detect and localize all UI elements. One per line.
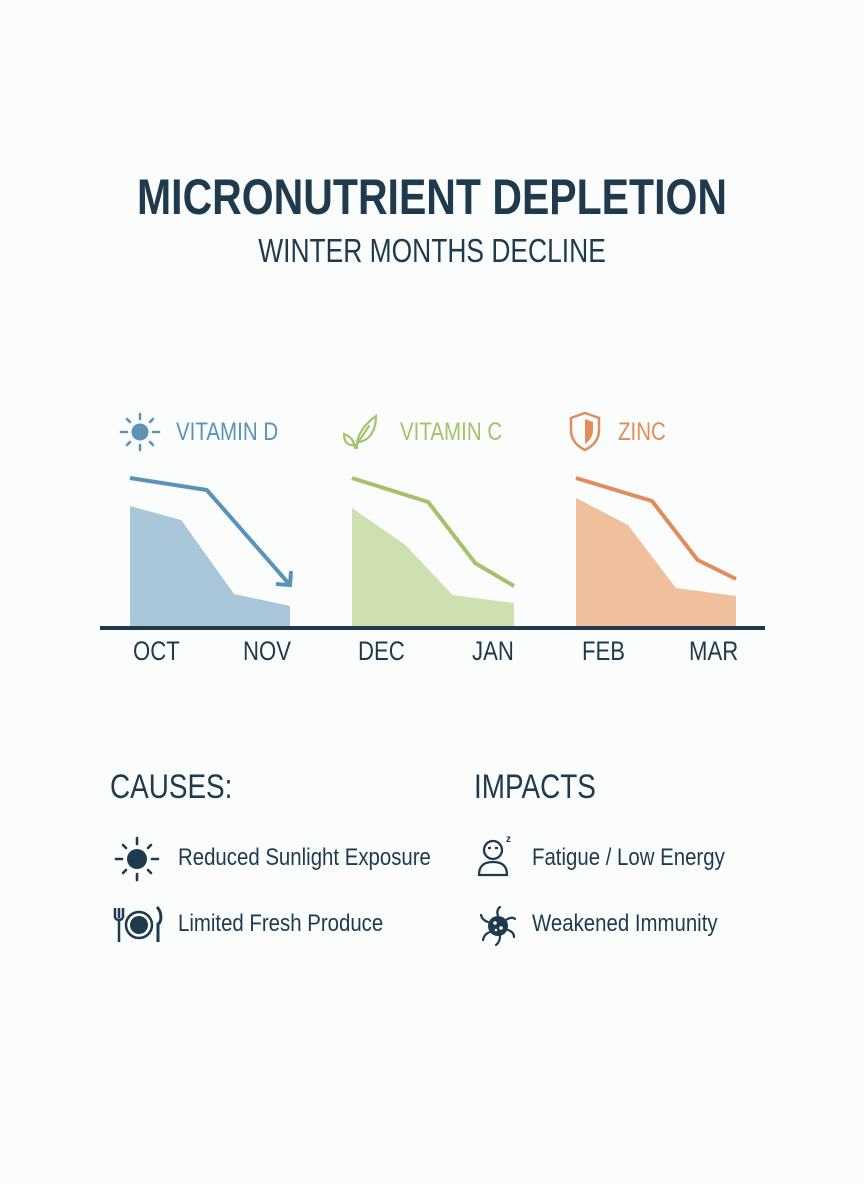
series-label-zinc: ZINC — [618, 418, 666, 446]
leaf-icon — [342, 413, 378, 450]
cause-item: Limited Fresh Produce — [178, 910, 384, 937]
causes-heading: CAUSES: — [110, 768, 233, 806]
area-zinc — [576, 498, 736, 628]
month-label-nov: NOV — [243, 636, 291, 666]
sun-icon — [114, 836, 160, 882]
sun-icon — [119, 412, 161, 452]
trend-line-zinc — [575, 476, 737, 581]
series-label-vitamin-c: VITAMIN C — [400, 418, 503, 446]
sleepy-person-icon: z — [477, 834, 511, 877]
virus-icon — [479, 905, 517, 947]
area-vitamin-c — [352, 508, 514, 628]
month-label-feb: FEB — [582, 636, 626, 666]
month-label-oct: OCT — [133, 636, 180, 666]
svg-text:z: z — [506, 834, 511, 845]
trend-line-vitamin-d — [129, 476, 292, 587]
impacts-heading: IMPACTS — [474, 768, 596, 806]
month-label-jan: JAN — [472, 636, 514, 666]
page-title: MICRONUTRIENT DEPLETION — [137, 169, 727, 225]
shield-icon — [569, 411, 601, 452]
depletion-chart — [100, 476, 765, 630]
trend-line-vitamin-c — [351, 476, 516, 588]
plate-cutlery-icon — [113, 905, 163, 942]
trend-arrowhead — [275, 570, 293, 588]
month-label-dec: DEC — [358, 636, 405, 666]
impact-item: Fatigue / Low Energy — [532, 844, 725, 871]
cause-item: Reduced Sunlight Exposure — [178, 844, 431, 871]
month-label-mar: MAR — [689, 636, 739, 666]
area-vitamin-d — [130, 506, 290, 628]
series-label-vitamin-d: VITAMIN D — [176, 418, 279, 446]
impact-item: Weakened Immunity — [532, 910, 718, 937]
page-subtitle: WINTER MONTHS DECLINE — [258, 232, 606, 269]
